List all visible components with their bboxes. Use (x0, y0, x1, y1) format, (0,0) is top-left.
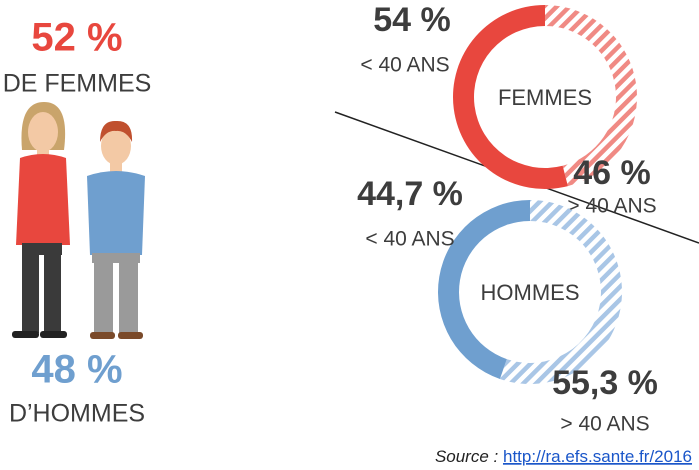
value-label: 54 % (373, 1, 451, 39)
category-label: < 40 ANS (360, 54, 449, 77)
category-label: D’HOMMES (9, 400, 145, 428)
percent-label: 52 % (31, 16, 122, 60)
category-label: < 40 ANS (365, 228, 454, 251)
category-label: > 40 ANS (560, 413, 649, 436)
source: Source : http://ra.efs.sante.fr/2016 (435, 447, 692, 466)
source-label: Source : (435, 447, 499, 466)
man-figure (87, 121, 145, 339)
value-label: 46 % (573, 154, 651, 192)
value-label: 55,3 % (552, 364, 658, 402)
value-label: 44,7 % (357, 175, 463, 213)
category-label: > 40 ANS (567, 195, 656, 218)
woman-figure (12, 102, 70, 338)
infographic: Source : http://ra.efs.sante.fr/2016 52 … (0, 0, 699, 470)
donut-center-label: HOMMES (481, 280, 580, 305)
category-label: DE FEMMES (3, 70, 152, 98)
source-link[interactable]: http://ra.efs.sante.fr/2016 (503, 447, 692, 466)
percent-label: 48 % (31, 348, 122, 392)
donut-center-label: FEMMES (498, 85, 592, 110)
